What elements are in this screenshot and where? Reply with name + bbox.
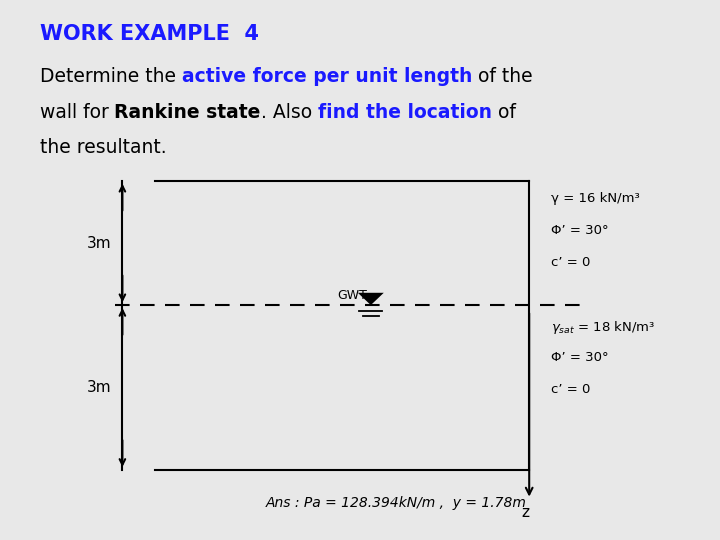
Text: c’ = 0: c’ = 0 (551, 383, 590, 396)
Text: γ = 16 kN/m³: γ = 16 kN/m³ (551, 192, 639, 205)
Text: $\gamma_{sat}$ = 18 kN/m³: $\gamma_{sat}$ = 18 kN/m³ (551, 319, 655, 335)
Text: of: of (492, 103, 516, 122)
Text: the resultant.: the resultant. (40, 138, 166, 157)
Text: Φ’ = 30°: Φ’ = 30° (551, 351, 608, 364)
Text: . Also: . Also (261, 103, 318, 122)
Text: of the: of the (472, 68, 533, 86)
Text: find the location: find the location (318, 103, 492, 122)
Text: GWT: GWT (338, 289, 367, 302)
Text: c’ = 0: c’ = 0 (551, 256, 590, 269)
Text: z: z (521, 505, 530, 520)
Text: active force per unit length: active force per unit length (181, 68, 472, 86)
Text: Determine the: Determine the (40, 68, 181, 86)
Text: WORK EXAMPLE  4: WORK EXAMPLE 4 (40, 24, 258, 44)
Text: 3m: 3m (87, 380, 112, 395)
Text: Ans : Pa = 128.394kN/m ,  y = 1.78m: Ans : Pa = 128.394kN/m , y = 1.78m (266, 496, 526, 510)
Text: Rankine state: Rankine state (114, 103, 261, 122)
Polygon shape (358, 293, 384, 305)
Text: Φ’ = 30°: Φ’ = 30° (551, 224, 608, 237)
Text: wall for: wall for (40, 103, 114, 122)
Text: 3m: 3m (87, 235, 112, 251)
